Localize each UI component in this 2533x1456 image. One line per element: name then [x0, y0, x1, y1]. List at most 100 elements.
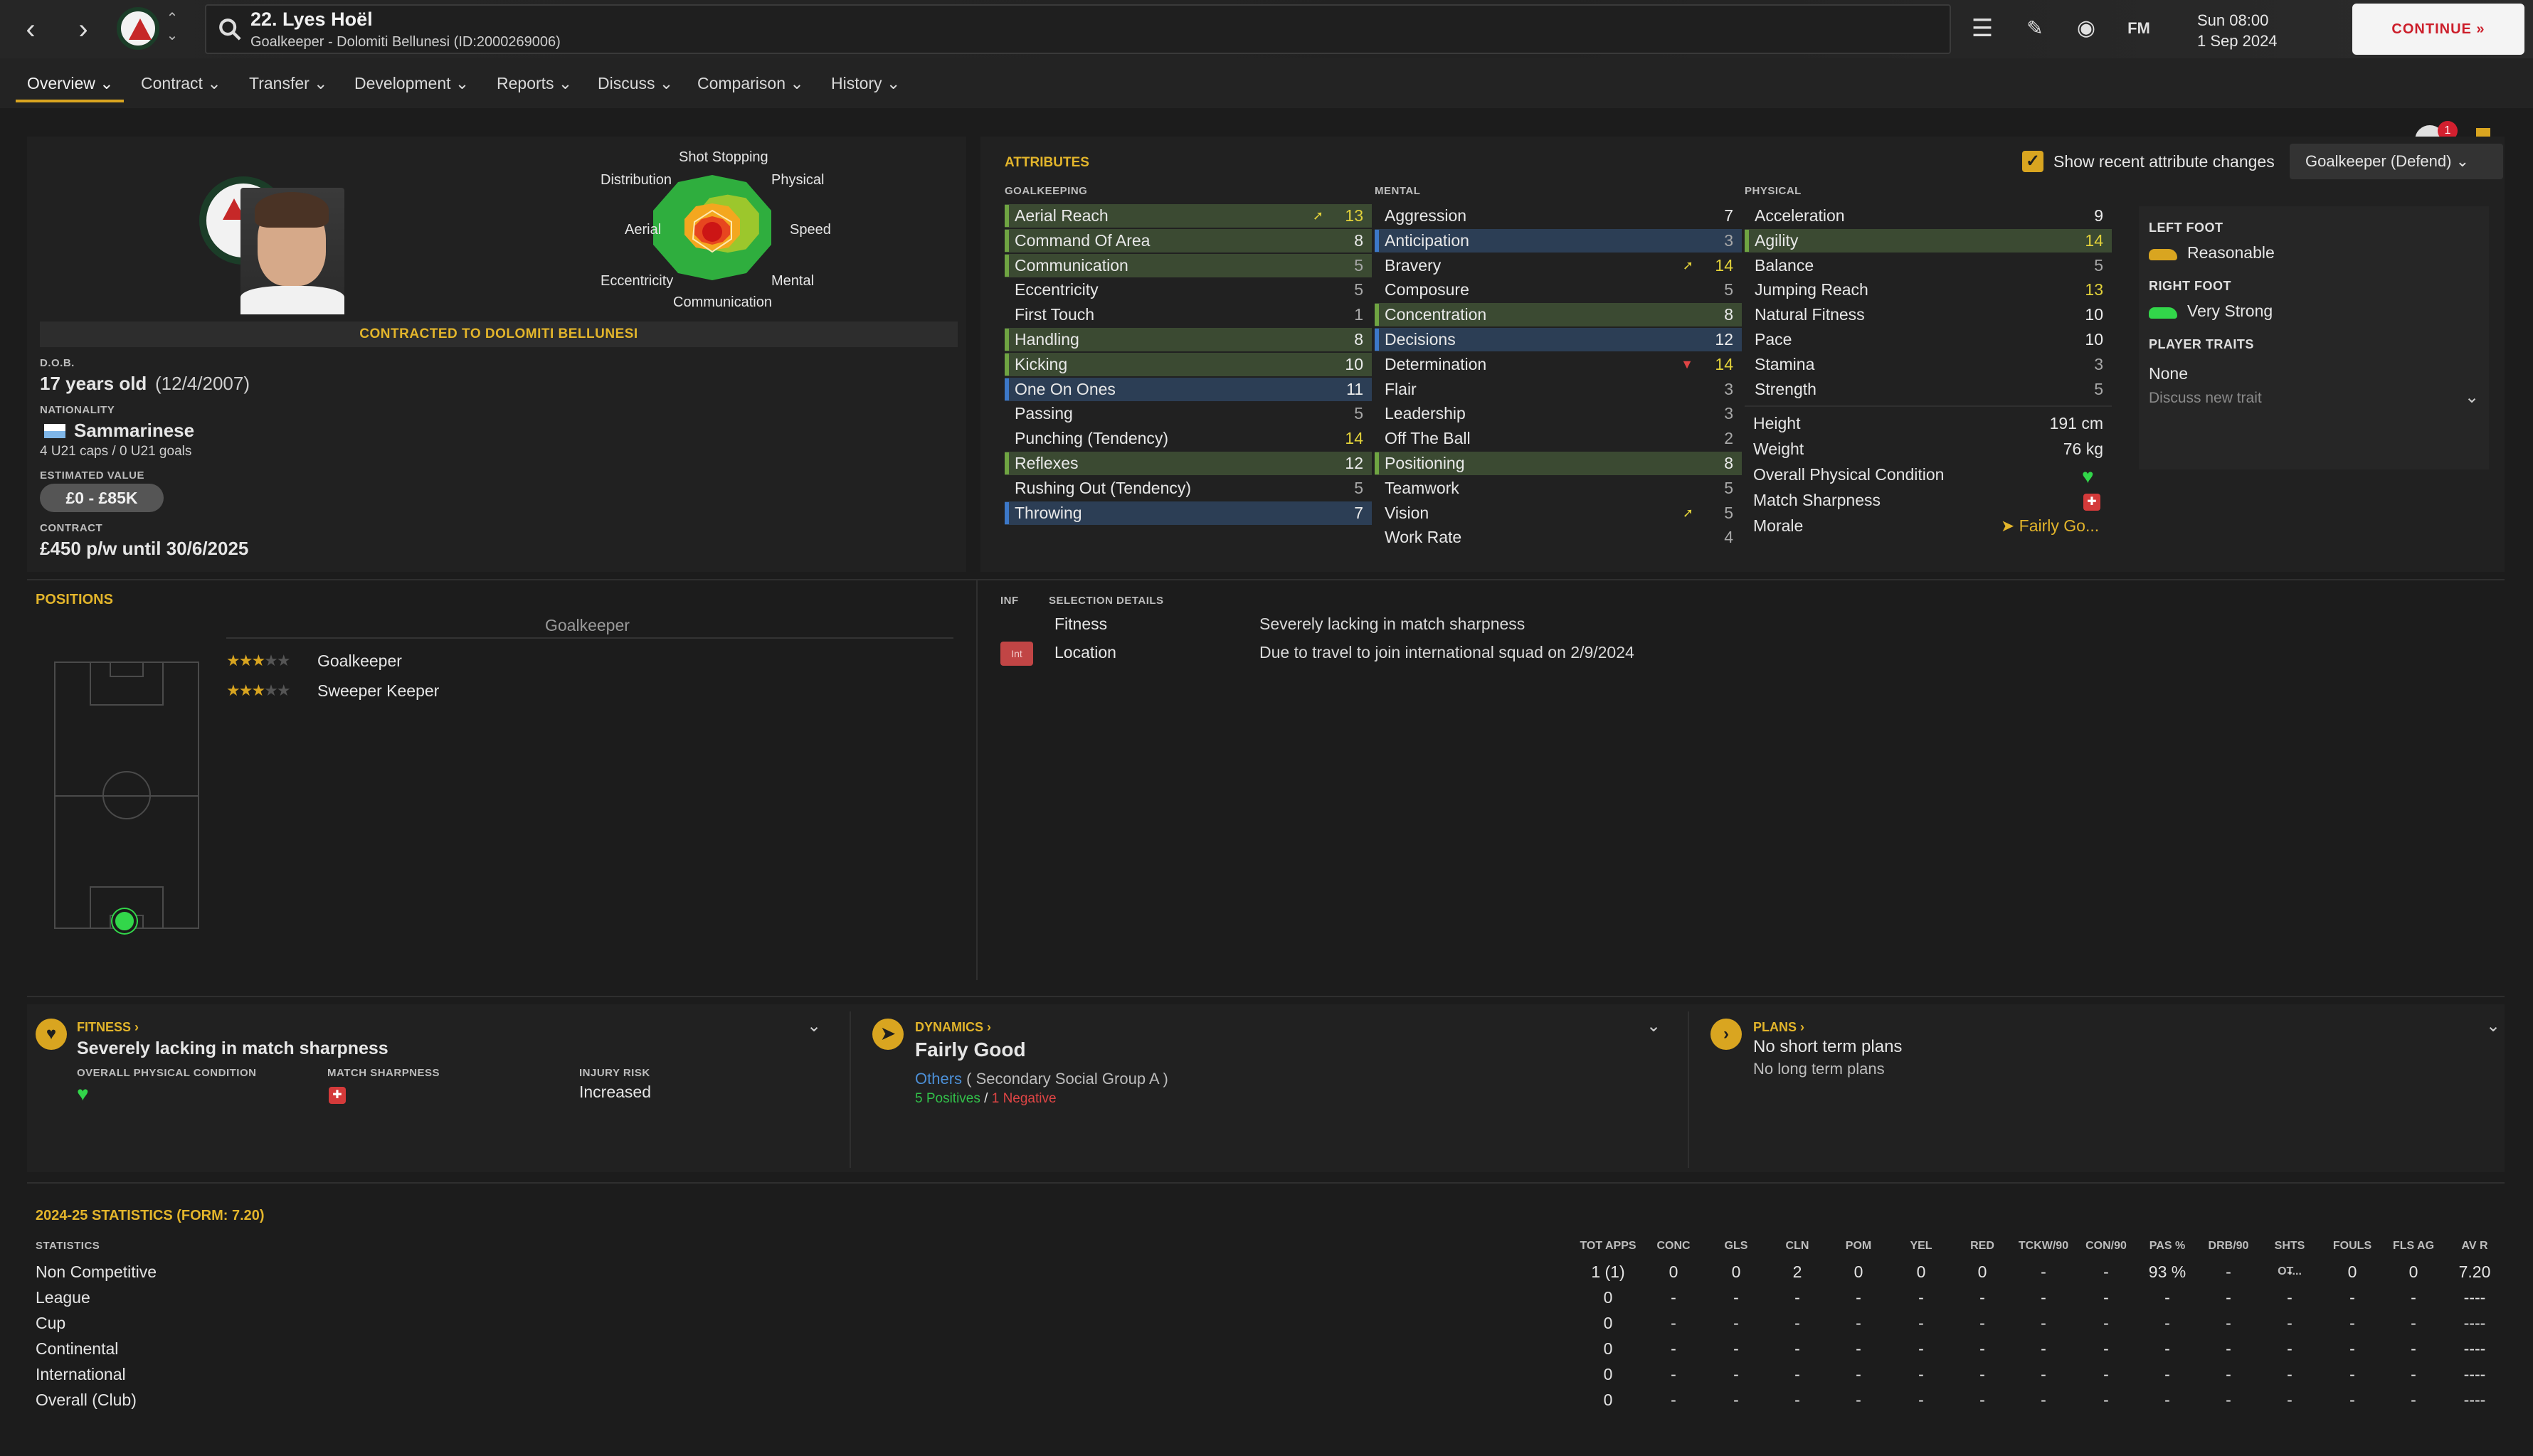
menu-transfer[interactable]: Transfer ⌄ [249, 74, 328, 92]
estimated-value: £0 - £85K [40, 484, 164, 512]
stats-column-header[interactable]: SHTS OT... [2274, 1240, 2305, 1277]
attribute-row[interactable]: Flair 3 [1375, 378, 1742, 401]
attribute-row[interactable]: Composure 5 [1375, 278, 1742, 302]
player-nationality[interactable]: Sammarinese [74, 420, 195, 441]
stats-column-header[interactable]: TCKW/90 [2018, 1240, 2069, 1252]
attribute-row[interactable]: Aggression 7 [1375, 204, 1742, 228]
day-time: Sun 08:00 [2197, 11, 2269, 29]
stats-column-header[interactable]: TOT APPS [1580, 1240, 1636, 1252]
attribute-row[interactable]: Acceleration 9 [1745, 204, 2112, 228]
attribute-highlight-bar [1005, 452, 1009, 474]
attribute-row[interactable]: Balance 5 [1745, 254, 2112, 277]
international-badge: Int [1000, 642, 1033, 666]
menu-discuss[interactable]: Discuss ⌄ [598, 74, 674, 92]
stats-column-header[interactable]: PAS % [2149, 1240, 2186, 1252]
stats-column-header[interactable]: RED [1970, 1240, 1994, 1252]
stats-column-header[interactable]: FLS AG [2392, 1240, 2435, 1252]
attribute-row[interactable]: Pace 10 [1745, 328, 2112, 351]
stats-cell: - [1918, 1339, 1924, 1358]
attribute-row[interactable]: Throwing 7 [1005, 501, 1372, 525]
stats-column-header[interactable]: AV R [2461, 1240, 2488, 1252]
attribute-row[interactable]: Determination ▼ 14 [1375, 353, 1742, 376]
attribute-row[interactable]: Rushing Out (Tendency) 5 [1005, 477, 1372, 500]
menu-history[interactable]: History ⌄ [831, 74, 901, 92]
menu-icon[interactable]: ☰ [1971, 15, 1994, 42]
stats-cell: 0 [1977, 1263, 1987, 1281]
attribute-row[interactable]: Passing 5 [1005, 402, 1372, 425]
dynamics-expand-icon[interactable]: ⌄ [1646, 1016, 1661, 1036]
plans-title[interactable]: PLANS › [1753, 1020, 1805, 1034]
attribute-row[interactable]: Communication 5 [1005, 253, 1372, 277]
stats-column-header[interactable]: CLN [1785, 1240, 1809, 1252]
attribute-row[interactable]: Stamina 3 [1745, 353, 2112, 376]
negatives-count[interactable]: 1 Negative [991, 1091, 1057, 1106]
attribute-row[interactable]: Jumping Reach 13 [1745, 278, 2112, 302]
stats-column-header[interactable]: CON/90 [2085, 1240, 2127, 1252]
attribute-row[interactable]: Handling 8 [1005, 328, 1372, 351]
stats-cell: 0 [1603, 1365, 1613, 1383]
stats-column-header[interactable]: GLS [1724, 1240, 1748, 1252]
fitness-title[interactable]: FITNESS › [77, 1020, 139, 1034]
fm-logo[interactable]: FM [2127, 19, 2150, 37]
edit-icon[interactable]: ✎ [2026, 17, 2043, 39]
club-crest-icon[interactable] [117, 7, 159, 50]
attribute-row[interactable]: Positioning 8 [1375, 452, 1742, 475]
stats-cell: - [2103, 1263, 2109, 1281]
attribute-row[interactable]: Punching (Tendency) 14 [1005, 427, 1372, 450]
menu-reports[interactable]: Reports ⌄ [497, 74, 573, 92]
role-select[interactable]: Goalkeeper (Defend) ⌄ [2290, 144, 2503, 179]
positives-count[interactable]: 5 Positives [915, 1091, 980, 1106]
attribute-row[interactable]: First Touch 1 [1005, 303, 1372, 326]
attribute-row[interactable]: Concentration 8 [1375, 303, 1742, 327]
attribute-row[interactable]: Eccentricity 5 [1005, 278, 1372, 302]
attribute-row[interactable]: Decisions 12 [1375, 328, 1742, 351]
player-up-down-icon[interactable]: ⌃ ⌄ [166, 11, 179, 43]
attribute-row[interactable]: Vision ➚ 5 [1375, 501, 1742, 525]
chevron-down-icon[interactable]: ⌄ [2465, 388, 2480, 407]
stats-column-header[interactable]: FOULS [2332, 1240, 2372, 1252]
position-sweeper-keeper[interactable]: Sweeper Keeper [317, 681, 440, 700]
attribute-name: Aerial Reach [1015, 206, 1109, 225]
stats-column-header[interactable]: POM [1845, 1240, 1872, 1252]
menu-contract[interactable]: Contract ⌄ [141, 74, 221, 92]
stats-column-header[interactable]: CONC [1656, 1240, 1691, 1252]
fitness-heart-icon: ♥ [36, 1019, 67, 1050]
player-search-box[interactable]: 22. Lyes Hoël Goalkeeper - Dolomiti Bell… [205, 4, 1951, 54]
attribute-row[interactable]: Kicking 10 [1005, 352, 1372, 376]
stats-column-header[interactable]: YEL [1910, 1240, 1932, 1252]
stats-cell: - [1794, 1391, 1800, 1409]
stats-column-header[interactable]: DRB/90 [2208, 1240, 2249, 1252]
menu-development[interactable]: Development ⌄ [354, 74, 470, 92]
attribute-row[interactable]: Strength 5 [1745, 378, 2112, 401]
forward-arrow-icon[interactable]: › [78, 14, 88, 45]
globe-icon[interactable]: ◉ [2076, 16, 2096, 40]
attribute-row[interactable]: Leadership 3 [1375, 402, 1742, 425]
attribute-row[interactable]: Teamwork 5 [1375, 477, 1742, 500]
attribute-row[interactable]: Command Of Area 8 [1005, 228, 1372, 253]
show-changes-checkbox[interactable]: ✓ [2022, 151, 2043, 172]
menu-comparison[interactable]: Comparison ⌄ [697, 74, 804, 92]
attribute-row[interactable]: Off The Ball 2 [1375, 427, 1742, 450]
stats-cell: - [1856, 1391, 1861, 1409]
attribute-row[interactable]: Bravery ➚ 14 [1375, 254, 1742, 277]
fitness-expand-icon[interactable]: ⌄ [807, 1016, 822, 1036]
attribute-row[interactable]: Natural Fitness 10 [1745, 303, 2112, 326]
attribute-row[interactable]: Work Rate 4 [1375, 526, 1742, 549]
back-arrow-icon[interactable]: ‹ [26, 14, 36, 45]
attribute-row[interactable]: One On Ones 11 [1005, 377, 1372, 401]
dynamics-title[interactable]: DYNAMICS › [915, 1020, 992, 1034]
social-group-link[interactable]: Others [915, 1070, 963, 1088]
discuss-trait-select[interactable]: Discuss new trait [2149, 390, 2262, 407]
attribute-row[interactable]: Reflexes 12 [1005, 452, 1372, 475]
match-sharpness-label: Match Sharpness [1753, 491, 1881, 509]
position-goalkeeper[interactable]: Goalkeeper [317, 652, 402, 670]
plans-expand-icon[interactable]: ⌄ [2486, 1016, 2501, 1036]
attribute-row[interactable]: Anticipation 3 [1375, 228, 1742, 253]
dynamics-relations: 5 Positives / 1 Negative [915, 1091, 1057, 1107]
continue-button[interactable]: CONTINUE » [2352, 4, 2524, 55]
menu-overview[interactable]: Overview ⌄ [27, 74, 114, 92]
attribute-row[interactable]: Agility 14 [1745, 228, 2112, 253]
player-portrait [240, 188, 344, 314]
attribute-value: 5 [1354, 255, 1363, 275]
attribute-row[interactable]: Aerial Reach ➚ 13 [1005, 204, 1372, 228]
